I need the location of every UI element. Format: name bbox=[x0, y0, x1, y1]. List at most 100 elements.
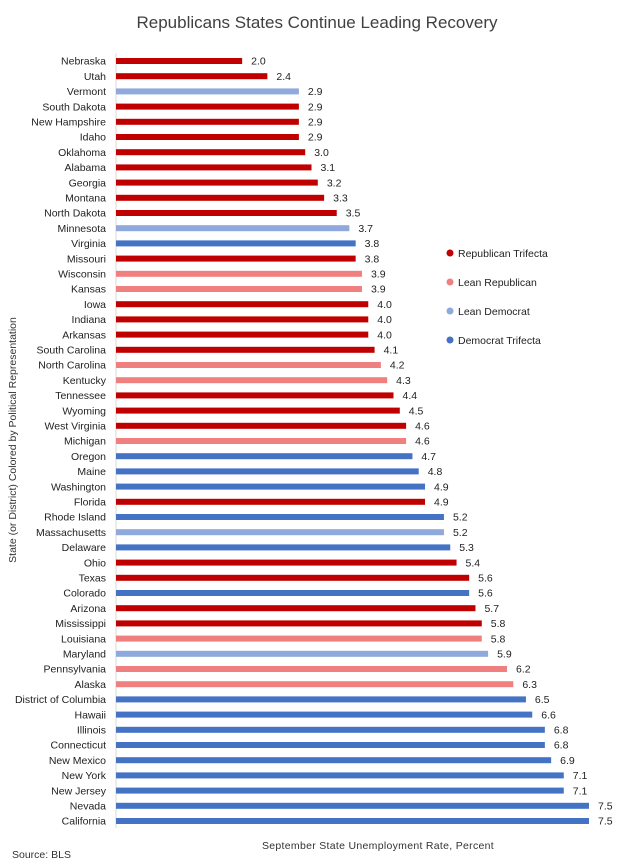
category-label: Ohio bbox=[84, 557, 106, 569]
bar bbox=[116, 346, 375, 353]
category-label: Wisconsin bbox=[58, 269, 106, 281]
value-label: 6.3 bbox=[522, 679, 537, 691]
category-label: Maine bbox=[77, 466, 106, 478]
bar bbox=[116, 73, 268, 80]
category-label: New York bbox=[62, 770, 107, 782]
legend-label: Lean Republican bbox=[458, 277, 537, 289]
bar bbox=[116, 179, 318, 186]
bar bbox=[116, 605, 476, 612]
bar bbox=[116, 742, 545, 748]
bar bbox=[116, 164, 312, 171]
category-label: Tennessee bbox=[55, 390, 106, 402]
category-label: Connecticut bbox=[51, 740, 107, 752]
bar bbox=[116, 149, 306, 156]
value-label: 5.7 bbox=[484, 603, 499, 615]
bar bbox=[116, 529, 444, 536]
bar bbox=[116, 666, 508, 672]
category-label: Wyoming bbox=[62, 405, 106, 417]
value-label: 4.1 bbox=[384, 345, 399, 357]
bar bbox=[116, 498, 426, 505]
value-label: 5.9 bbox=[497, 649, 512, 661]
x-axis-label: September State Unemployment Rate, Perce… bbox=[262, 840, 494, 852]
value-label: 6.8 bbox=[554, 725, 569, 737]
value-label: 7.5 bbox=[598, 816, 613, 828]
bar bbox=[116, 574, 470, 581]
bar bbox=[116, 103, 299, 110]
value-label: 4.6 bbox=[415, 421, 430, 433]
category-label: Alabama bbox=[65, 162, 107, 174]
value-label: 4.7 bbox=[421, 451, 436, 463]
legend-marker bbox=[446, 307, 454, 315]
value-label: 3.9 bbox=[371, 269, 386, 281]
category-label: Kansas bbox=[71, 284, 106, 296]
category-label: Utah bbox=[84, 71, 106, 83]
category-label: Mississippi bbox=[55, 618, 106, 630]
category-label: Nebraska bbox=[61, 56, 106, 68]
bar bbox=[116, 818, 589, 824]
legend-marker bbox=[446, 336, 454, 344]
bar bbox=[116, 58, 243, 64]
category-label: Pennsylvania bbox=[44, 664, 107, 676]
value-label: 5.2 bbox=[453, 512, 468, 524]
chart-title: Republicans States Continue Leading Reco… bbox=[136, 13, 498, 32]
category-label: Kentucky bbox=[63, 375, 107, 387]
category-label: Vermont bbox=[67, 86, 106, 98]
category-label: Missouri bbox=[67, 253, 106, 265]
bar bbox=[116, 301, 369, 308]
category-label: New Hampshire bbox=[31, 117, 106, 129]
value-label: 5.3 bbox=[459, 542, 474, 554]
value-label: 6.2 bbox=[516, 664, 531, 676]
bar bbox=[116, 514, 444, 520]
category-label: Washington bbox=[51, 481, 106, 493]
bar bbox=[116, 559, 457, 566]
category-label: New Jersey bbox=[51, 785, 107, 797]
value-label: 3.9 bbox=[371, 284, 386, 296]
bar bbox=[116, 590, 470, 596]
category-label: South Carolina bbox=[37, 345, 107, 357]
category-label: Indiana bbox=[72, 314, 107, 326]
category-label: Virginia bbox=[71, 238, 106, 250]
legend-marker bbox=[446, 278, 454, 286]
category-label: Rhode Island bbox=[44, 512, 106, 524]
category-label: Minnesota bbox=[58, 223, 107, 235]
bar bbox=[116, 468, 419, 475]
bar bbox=[116, 681, 514, 688]
category-label: Maryland bbox=[63, 649, 106, 661]
bar bbox=[116, 134, 299, 140]
category-label: Delaware bbox=[62, 542, 107, 554]
value-label: 5.2 bbox=[453, 527, 468, 539]
category-label: Massachusetts bbox=[36, 527, 106, 539]
value-label: 4.9 bbox=[434, 497, 449, 509]
bar bbox=[116, 544, 451, 551]
bar bbox=[116, 696, 526, 703]
value-label: 4.2 bbox=[390, 360, 405, 372]
category-label: Iowa bbox=[84, 299, 106, 311]
category-label: Idaho bbox=[80, 132, 106, 144]
category-label: Illinois bbox=[77, 725, 106, 737]
source-note: Source: BLS bbox=[12, 849, 71, 861]
value-label: 3.3 bbox=[333, 193, 348, 205]
value-label: 4.5 bbox=[409, 405, 424, 417]
bar bbox=[116, 316, 369, 323]
bar bbox=[116, 650, 489, 657]
value-label: 4.9 bbox=[434, 481, 449, 493]
category-label: New Mexico bbox=[49, 755, 106, 767]
category-label: District of Columbia bbox=[15, 694, 106, 706]
value-label: 3.0 bbox=[314, 147, 329, 159]
value-label: 5.6 bbox=[478, 573, 493, 585]
value-label: 2.9 bbox=[308, 132, 323, 144]
category-label: Hawaii bbox=[74, 709, 106, 721]
bar bbox=[116, 407, 400, 414]
bar bbox=[116, 286, 362, 292]
value-label: 6.8 bbox=[554, 740, 569, 752]
bar bbox=[116, 118, 299, 125]
bar bbox=[116, 422, 407, 429]
category-label: Alaska bbox=[74, 679, 106, 691]
bar bbox=[116, 225, 350, 232]
value-label: 4.3 bbox=[396, 375, 411, 387]
value-label: 4.0 bbox=[377, 299, 392, 311]
value-label: 4.4 bbox=[402, 390, 417, 402]
value-label: 5.8 bbox=[491, 618, 506, 630]
category-label: Oregon bbox=[71, 451, 106, 463]
